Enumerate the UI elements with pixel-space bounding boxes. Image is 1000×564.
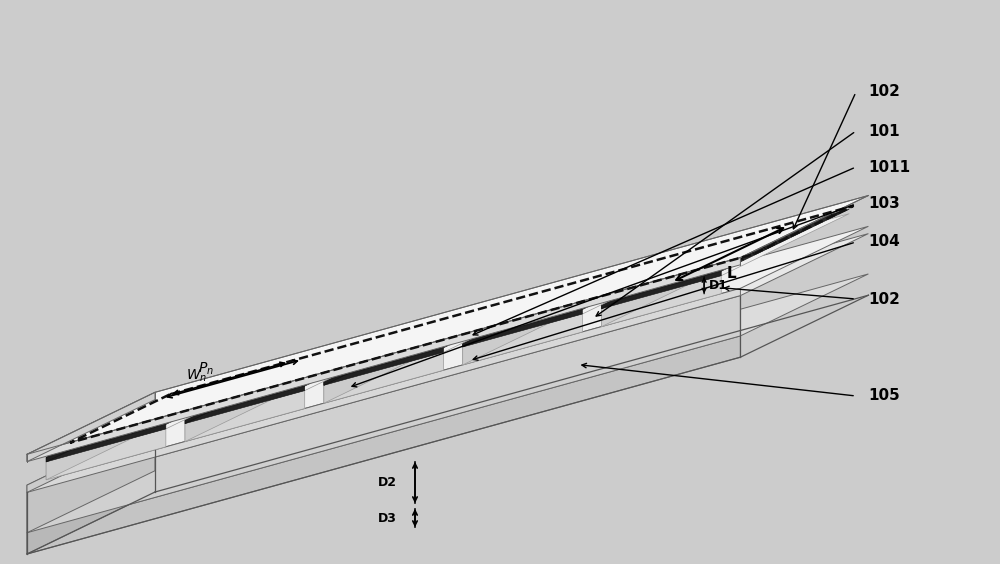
Polygon shape	[602, 276, 721, 327]
Polygon shape	[463, 248, 710, 342]
Text: D1: D1	[709, 279, 728, 292]
Text: $W_n$: $W_n$	[186, 367, 207, 384]
Polygon shape	[602, 209, 849, 304]
Text: 103: 103	[868, 196, 900, 212]
Text: D3: D3	[378, 512, 397, 525]
Polygon shape	[324, 286, 572, 381]
Polygon shape	[27, 226, 868, 485]
Polygon shape	[324, 348, 444, 385]
Polygon shape	[463, 314, 582, 365]
Text: 102: 102	[868, 85, 900, 99]
Polygon shape	[185, 391, 305, 442]
Polygon shape	[27, 258, 740, 461]
Polygon shape	[27, 393, 155, 461]
Polygon shape	[27, 288, 740, 492]
Text: $P_n$: $P_n$	[198, 361, 214, 377]
Polygon shape	[46, 395, 174, 462]
Polygon shape	[27, 196, 868, 455]
Polygon shape	[463, 285, 591, 365]
Polygon shape	[602, 271, 721, 309]
Polygon shape	[185, 362, 313, 442]
Polygon shape	[46, 363, 294, 457]
Text: 1011: 1011	[868, 160, 910, 174]
Polygon shape	[324, 319, 452, 385]
Polygon shape	[185, 329, 433, 424]
Polygon shape	[602, 214, 849, 309]
Text: L: L	[727, 266, 737, 281]
Polygon shape	[46, 400, 174, 480]
Polygon shape	[46, 429, 166, 480]
Polygon shape	[27, 274, 868, 533]
Polygon shape	[324, 323, 452, 403]
Polygon shape	[463, 310, 582, 347]
Polygon shape	[27, 296, 740, 533]
Polygon shape	[185, 324, 433, 419]
Polygon shape	[324, 352, 444, 403]
Polygon shape	[185, 357, 313, 424]
Text: 104: 104	[868, 235, 900, 249]
Text: 102: 102	[868, 292, 900, 306]
Polygon shape	[602, 242, 730, 309]
Polygon shape	[27, 423, 155, 492]
Polygon shape	[27, 233, 868, 492]
Polygon shape	[463, 252, 710, 347]
Polygon shape	[324, 290, 572, 385]
Polygon shape	[27, 471, 155, 554]
Polygon shape	[602, 246, 730, 327]
Text: 105: 105	[868, 389, 900, 403]
Polygon shape	[463, 280, 591, 347]
Text: D2: D2	[378, 476, 397, 489]
Polygon shape	[185, 386, 305, 424]
Polygon shape	[27, 430, 155, 533]
Polygon shape	[46, 367, 294, 462]
Polygon shape	[27, 336, 740, 554]
Polygon shape	[46, 425, 166, 462]
Text: 101: 101	[868, 124, 900, 139]
